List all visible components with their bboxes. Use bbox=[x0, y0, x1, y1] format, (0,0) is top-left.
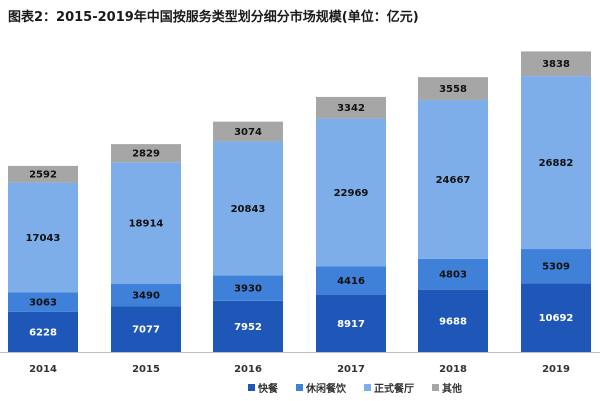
data-label-2019-1: 5309 bbox=[542, 262, 570, 273]
legend-label: 快餐 bbox=[258, 384, 278, 395]
legend-label: 休闲餐饮 bbox=[306, 384, 346, 395]
data-label-2015-3: 2829 bbox=[132, 149, 160, 160]
legend-label: 其他 bbox=[442, 384, 462, 395]
legend-swatch bbox=[432, 384, 439, 391]
bar-segment-2017-0 bbox=[316, 294, 386, 352]
bar-segment-2014-1 bbox=[8, 292, 78, 312]
bar-segment-2019-1 bbox=[521, 249, 591, 284]
x-tick-label-2018: 2018 bbox=[439, 364, 467, 375]
chart-legend: 快餐 休闲餐饮 正式餐厅 其他 bbox=[0, 380, 600, 395]
legend-item-1: 休闲餐饮 bbox=[296, 380, 346, 395]
bar-segment-2016-2 bbox=[213, 141, 283, 276]
bar-segment-2018-0 bbox=[418, 289, 488, 352]
data-label-2017-3: 3342 bbox=[337, 103, 365, 114]
data-label-2014-0: 6228 bbox=[29, 327, 57, 338]
x-tick-label-2017: 2017 bbox=[337, 364, 365, 375]
legend-label: 正式餐厅 bbox=[374, 384, 414, 395]
x-tick-label-2014: 2014 bbox=[29, 364, 57, 375]
bar-segment-2014-0 bbox=[8, 311, 78, 352]
legend-swatch bbox=[364, 384, 371, 391]
data-label-2019-3: 3838 bbox=[542, 59, 570, 70]
data-label-2017-2: 22969 bbox=[334, 188, 369, 199]
data-label-2016-0: 7952 bbox=[234, 322, 262, 333]
data-label-2014-3: 2592 bbox=[29, 170, 57, 181]
chart-title: 图表2：2015-2019年中国按服务类型划分细分市场规模(单位：亿元) bbox=[8, 10, 419, 25]
legend-item-2: 正式餐厅 bbox=[364, 380, 414, 395]
bar-segment-2015-2 bbox=[111, 162, 181, 285]
legend-swatch bbox=[248, 384, 255, 391]
bar-segment-2019-3 bbox=[521, 51, 591, 77]
bar-segment-2015-3 bbox=[111, 144, 181, 163]
bar-segment-2014-3 bbox=[8, 165, 78, 183]
bar-segment-2018-2 bbox=[418, 100, 488, 259]
data-label-2015-1: 3490 bbox=[132, 291, 160, 302]
data-label-2016-1: 3930 bbox=[234, 284, 262, 295]
data-label-2018-2: 24667 bbox=[436, 175, 471, 186]
data-label-2018-0: 9688 bbox=[439, 316, 467, 327]
legend-swatch bbox=[296, 384, 303, 391]
bar-segment-2018-3 bbox=[418, 77, 488, 101]
data-label-2019-2: 26882 bbox=[539, 158, 574, 169]
bar-segment-2015-1 bbox=[111, 284, 181, 307]
data-label-2017-0: 8917 bbox=[337, 319, 365, 330]
data-label-2015-2: 18914 bbox=[129, 219, 164, 230]
bar-segment-2017-2 bbox=[316, 118, 386, 267]
data-label-2014-1: 3063 bbox=[29, 298, 57, 309]
data-label-2014-2: 17043 bbox=[26, 233, 61, 244]
bar-segment-2019-2 bbox=[521, 76, 591, 250]
data-label-2018-1: 4803 bbox=[439, 270, 467, 281]
x-tick-label-2015: 2015 bbox=[132, 364, 160, 375]
bar-segment-2016-0 bbox=[213, 300, 283, 352]
bar-segment-2016-1 bbox=[213, 275, 283, 301]
bar-segment-2019-0 bbox=[521, 283, 591, 352]
bar-segment-2016-3 bbox=[213, 121, 283, 142]
data-label-2018-3: 3558 bbox=[439, 84, 467, 95]
data-label-2016-3: 3074 bbox=[234, 127, 262, 138]
legend-item-3: 其他 bbox=[432, 380, 462, 395]
bar-segment-2014-2 bbox=[8, 182, 78, 293]
legend-item-0: 快餐 bbox=[248, 380, 278, 395]
x-tick-label-2016: 2016 bbox=[234, 364, 262, 375]
data-label-2016-2: 20843 bbox=[231, 204, 266, 215]
bar-segment-2018-1 bbox=[418, 258, 488, 290]
bar-segment-2017-3 bbox=[316, 96, 386, 119]
data-label-2019-0: 10692 bbox=[539, 313, 574, 324]
bar-segment-2015-0 bbox=[111, 306, 181, 352]
data-label-2015-0: 7077 bbox=[132, 325, 160, 336]
x-tick-label-2019: 2019 bbox=[542, 364, 570, 375]
data-label-2017-1: 4416 bbox=[337, 276, 365, 287]
bar-segment-2017-1 bbox=[316, 266, 386, 295]
